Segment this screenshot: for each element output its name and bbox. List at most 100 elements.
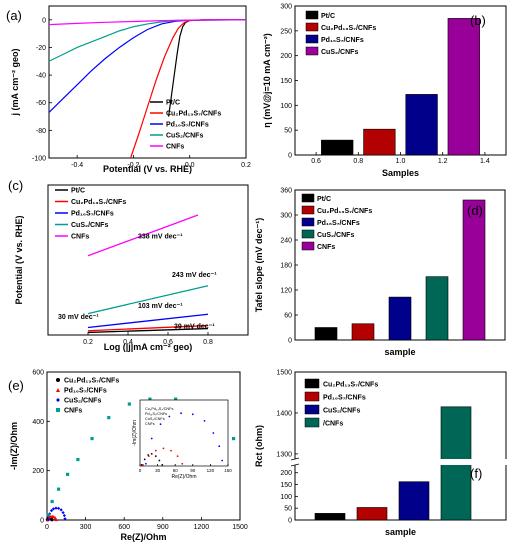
x-tick-label: -0.2	[127, 162, 139, 169]
bar	[363, 128, 396, 156]
legend-label: Cu₂Pd₁₃S₇/CNFs	[321, 25, 376, 32]
data-point	[51, 507, 56, 511]
legend-label: Pd₁₆S₇/CNFs	[166, 122, 209, 129]
inset-point	[176, 455, 179, 457]
y-tick-label: -40	[36, 73, 46, 80]
panel-letter: (c)	[8, 178, 23, 193]
x-tick-label: -0.4	[71, 162, 83, 169]
series-line	[87, 313, 209, 329]
x-tick-label: 0.6	[311, 158, 321, 165]
panel-c: 0.2 0.4 0.6 0.8 338 mV dec⁻¹ 243 mV dec⁻¹ 103 …	[8, 178, 249, 352]
axis-break-mark	[290, 457, 300, 461]
y-axis-label: -Im(Z)/Ohm	[9, 422, 19, 470]
plot-frame	[48, 5, 247, 159]
legend-label: CNFs	[71, 234, 89, 241]
y-tick-label: -100	[32, 156, 46, 163]
axis-break	[292, 459, 509, 465]
bar	[314, 327, 338, 341]
x-tick-label: 600	[118, 524, 130, 531]
legend-label: CNFs	[64, 408, 82, 415]
y-tick-label: 200	[280, 470, 292, 477]
legend-label: Pd₁₆S₇/CNFs	[323, 395, 366, 402]
legend-swatch	[301, 241, 315, 251]
inset-point	[159, 423, 162, 426]
data-point	[148, 397, 152, 401]
legend-label: CNFs	[317, 244, 335, 251]
inset-x-tick-label: 150	[224, 468, 232, 473]
bar	[321, 139, 354, 156]
inset-point	[212, 432, 215, 434]
inset-legend-label: Pd₁₆S₇/CNFs	[145, 412, 167, 416]
inset-point	[191, 413, 194, 416]
data-point	[50, 518, 54, 522]
y-tick-label: 1500	[276, 370, 292, 377]
bar	[388, 296, 412, 341]
x-tick-label: 1200	[194, 524, 210, 531]
inset-point	[147, 455, 150, 457]
y-tick-label: 150	[280, 78, 292, 85]
inset-point	[168, 415, 171, 418]
data-point	[76, 457, 80, 462]
inset-point	[221, 459, 224, 462]
slope-annotation: 103 mV dec⁻¹	[138, 303, 183, 310]
y-tick-label: -60	[36, 100, 46, 107]
data-point	[107, 416, 111, 420]
y-axis-label: η (mV@j=10 mA cm⁻²)	[262, 33, 272, 127]
legend-label: Cu₂Pd₁₃S₇/CNFs	[317, 208, 372, 215]
series-line	[87, 214, 199, 257]
data-point	[65, 472, 70, 476]
inset-point	[150, 437, 153, 440]
legend-swatch	[304, 417, 320, 428]
legend-label: CuS₂/CNFs	[317, 232, 354, 239]
data-point	[54, 506, 58, 510]
legend-swatch	[305, 22, 319, 32]
inset-point	[180, 412, 182, 415]
bar	[398, 481, 430, 521]
data-point	[46, 517, 50, 522]
axis-break-mark	[290, 463, 300, 467]
y-tick-label: 0	[40, 518, 44, 525]
y-tick-label: 100	[280, 494, 292, 501]
y-tick-label: 0	[288, 338, 292, 345]
y-axis-label: Potential (V vs. RHE)	[14, 215, 24, 304]
y-tick-label: 1400	[276, 410, 292, 417]
bar	[462, 199, 486, 341]
panel-letter: (a)	[6, 8, 22, 23]
legend-swatch	[304, 378, 320, 389]
y-tick-label: 600	[32, 370, 44, 377]
panel-f: 0 50 100 150 200 1300 1400 1500 Cu₂Pd₁₃S₇/CNFs Pd…	[254, 370, 509, 537]
x-tick-label: 0.0	[185, 162, 195, 169]
inset-x-label: Re(Z)/Ohm	[172, 474, 197, 480]
inset-point	[162, 447, 165, 450]
legend-label: CuS₂/CNFs	[166, 133, 203, 140]
legend-label: CuS₂/CNFs	[71, 222, 108, 229]
y-tick-label: 60	[284, 313, 292, 320]
legend-label: Pt/C	[71, 188, 85, 195]
bar	[425, 276, 449, 341]
legend-swatch	[301, 205, 315, 215]
x-tick-label: 0.2	[83, 339, 93, 346]
data-point	[56, 487, 61, 491]
x-tick-label: 1.0	[396, 158, 406, 165]
y-tick-label: 360	[280, 188, 292, 195]
x-axis-label: Re(Z)/Ohm	[121, 532, 167, 542]
x-axis-label: sample	[385, 527, 416, 537]
inset-point	[150, 453, 153, 455]
data-point	[174, 397, 178, 401]
x-tick-label: 1.2	[438, 158, 448, 165]
y-tick-label: 300	[280, 213, 292, 220]
legend-label: CuS₂/CNFs	[321, 49, 358, 56]
legend-label: CuS₂/CNFs	[323, 408, 360, 415]
data-point	[56, 398, 60, 402]
slope-annotation: 338 mV dec⁻¹	[138, 234, 183, 241]
data-point	[50, 499, 54, 504]
inset-point	[158, 459, 161, 462]
y-tick-label: 200	[32, 468, 44, 475]
y-tick-label: -80	[36, 128, 46, 135]
series-line	[48, 19, 247, 113]
x-tick-label: 0.2	[241, 162, 251, 169]
legend-label: /CNFs	[323, 421, 343, 428]
inset-x-tick-label: 60	[173, 468, 179, 473]
panel-d: 0 60 120 180 240 300 360 Pt/C Cu₂Pd₁₃S₇/CNFs Pd₁₆…	[254, 188, 506, 357]
data-point	[63, 517, 67, 521]
